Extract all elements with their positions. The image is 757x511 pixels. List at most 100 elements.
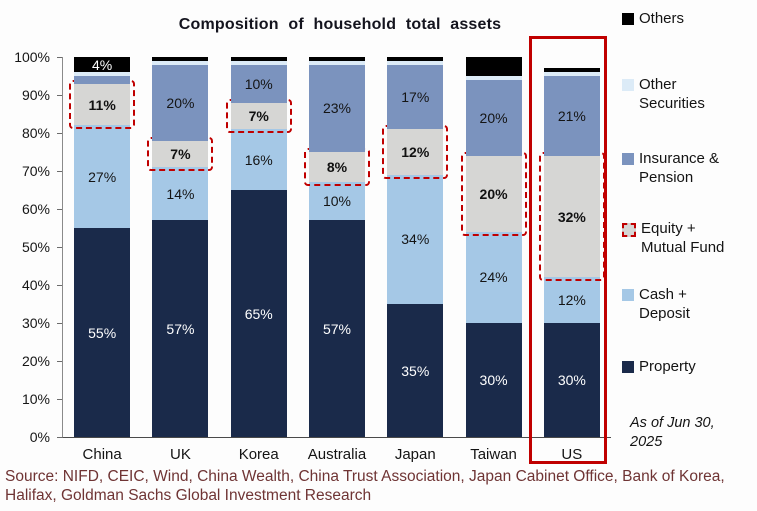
stacked-bar-taiwan: 30% 24% 20% 20% (460, 57, 527, 437)
x-axis-label: UK (170, 446, 191, 463)
bar-slot-us: 30% 12% 32% 21% US (533, 57, 611, 463)
segment-value-label: 32% (557, 208, 586, 225)
y-tick-mark (57, 361, 62, 362)
legend: Others Other Securities Insurance & Pensio… (622, 0, 754, 410)
legend-swatch (622, 361, 634, 373)
y-tick-label: 70% (0, 163, 62, 179)
segment-value-label: 12% (401, 144, 430, 161)
legend-label: Insurance & Pension (639, 150, 720, 186)
bar-segment: 12% (543, 277, 600, 323)
legend-item: Other Securities (622, 76, 731, 114)
legend-item: Equity + Mutual Fund (622, 220, 733, 258)
y-tick-mark (57, 95, 62, 96)
legend-label: Property (639, 358, 696, 375)
bar-segment: 11% (69, 79, 136, 130)
bar-segment: 7% (147, 136, 214, 171)
y-tick-mark (57, 133, 62, 134)
legend-label: Other Securities (639, 76, 705, 112)
bar-segment (308, 57, 365, 61)
bar-segment: 57% (152, 220, 209, 437)
y-tick-label: 100% (0, 49, 62, 65)
segment-value-label: 20% (166, 94, 195, 111)
bar-segment: 57% (308, 220, 365, 437)
segment-value-label: 10% (322, 193, 351, 210)
segment-value-label: 27% (88, 168, 117, 185)
segment-value-label: 24% (479, 269, 508, 286)
legend-item: Property (622, 358, 731, 377)
segment-value-label: 10% (244, 75, 273, 92)
segment-value-label: 57% (166, 320, 195, 337)
bar-segment (543, 68, 600, 73)
bar-segment (308, 60, 365, 65)
bar-segment: 8% (303, 147, 370, 187)
bar-segment: 4% (74, 56, 131, 73)
chart-title: Composition of household total assets (178, 16, 502, 33)
legend-swatch (622, 223, 636, 237)
bar-segment: 16% (230, 129, 287, 190)
bar-segment: 20% (152, 64, 209, 141)
segment-value-label: 21% (557, 107, 586, 124)
segment-value-label: 30% (557, 372, 586, 388)
x-axis-label: Japan (394, 446, 436, 463)
segment-value-label: 14% (166, 185, 195, 202)
bar-segment (74, 72, 131, 77)
segment-value-label: 11% (88, 96, 116, 113)
bar-segment (230, 57, 287, 61)
bar-slot-japan: 35% 34% 12% 17% Japan (376, 57, 454, 463)
bar-segment (152, 57, 209, 61)
bar-segment: 34% (387, 174, 444, 304)
bar-segment: 30% (465, 323, 522, 437)
legend-swatch (622, 153, 634, 165)
stacked-bar-japan: 35% 34% 12% 17% (382, 57, 449, 437)
legend-swatch (622, 289, 634, 301)
as-of-note: As of Jun 30, 2025 (630, 415, 715, 450)
legend-label: Cash + Deposit (639, 286, 690, 322)
y-tick-mark (57, 57, 62, 58)
bar-segment: 12% (382, 125, 449, 179)
y-tick-label: 10% (0, 391, 62, 407)
segment-value-label: 20% (479, 185, 508, 202)
y-tick-label: 60% (0, 201, 62, 217)
bar-segment: 10% (230, 64, 287, 103)
bar-segment (387, 60, 444, 65)
segment-value-label: 30% (479, 372, 508, 388)
segment-value-label: 35% (401, 362, 430, 379)
bar-segment: 65% (230, 190, 287, 437)
x-axis-label: Taiwan (470, 446, 517, 463)
y-tick-mark (57, 285, 62, 286)
x-axis-label: Korea (238, 446, 279, 463)
plot-area: 55% 27% 11% 4% China 57% 14% 7% 20% UK 65% 16% 7% 10%… (62, 56, 611, 463)
stacked-bar-uk: 57% 14% 7% 20% (147, 57, 214, 437)
bar-segment (465, 57, 522, 77)
segment-value-label: 17% (401, 88, 430, 105)
bar-slot-korea: 65% 16% 7% 10% Korea (220, 57, 298, 463)
bar-segment (230, 60, 287, 65)
y-tick-label: 50% (0, 239, 62, 255)
stacked-bar-china: 55% 27% 11% 4% (69, 56, 136, 437)
y-tick-mark (57, 437, 62, 438)
bar-segment (152, 60, 209, 65)
bar-slot-uk: 57% 14% 7% 20% UK (141, 57, 219, 463)
y-tick-mark (57, 209, 62, 210)
stacked-bar-australia: 57% 10% 8% 23% (303, 57, 370, 437)
bar-segment: 32% (538, 151, 605, 281)
y-tick-mark (57, 171, 62, 172)
legend-swatch (622, 13, 634, 25)
y-tick-label: 0% (0, 429, 62, 445)
source-text: Source: NIFD, CEIC, Wind, China Wealth, … (5, 468, 725, 505)
bar-segment: 30% (543, 323, 600, 437)
x-axis-label: US (561, 446, 583, 463)
segment-value-label: 4% (92, 56, 113, 73)
segment-value-label: 8% (326, 159, 348, 176)
bar-segment: 7% (225, 98, 292, 133)
y-tick-mark (57, 323, 62, 324)
bar-segment: 27% (74, 125, 131, 228)
segment-value-label: 57% (322, 320, 351, 337)
x-axis-label: China (82, 446, 122, 463)
y-tick-mark (57, 399, 62, 400)
legend-item: Insurance & Pension (622, 150, 731, 188)
y-tick-label: 80% (0, 125, 62, 141)
y-tick-label: 30% (0, 315, 62, 331)
bar-segment (465, 76, 522, 80)
